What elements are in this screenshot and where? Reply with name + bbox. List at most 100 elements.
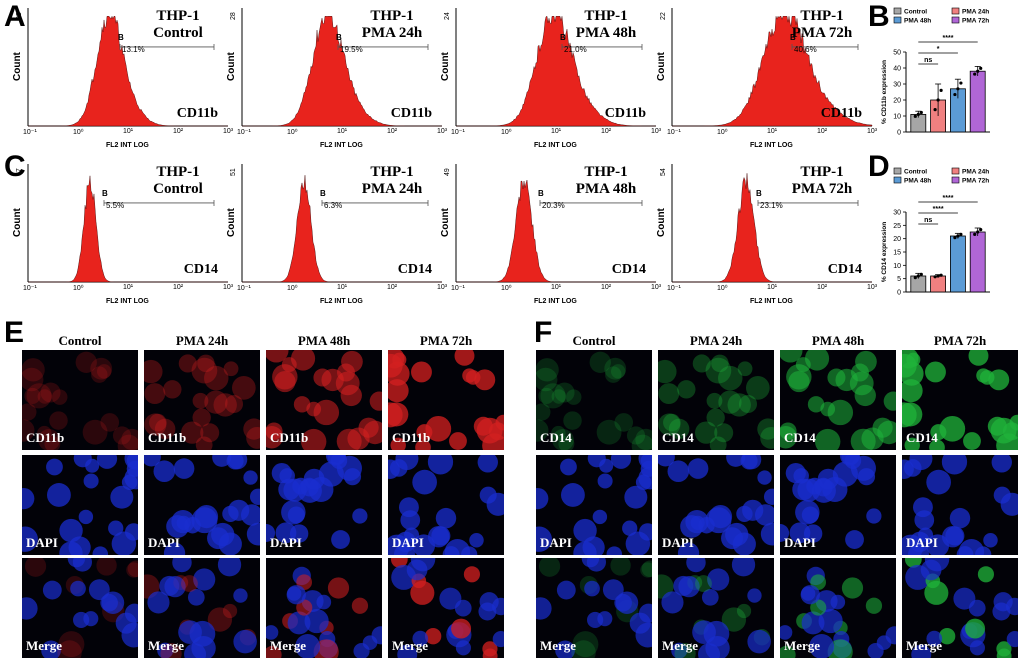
- cell: [586, 558, 607, 572]
- cell: [918, 527, 934, 543]
- micrograph-cells: [658, 354, 774, 450]
- cell: [388, 402, 403, 428]
- column-header: PMA 24h: [175, 333, 229, 348]
- cell: [266, 645, 282, 658]
- cell: [224, 394, 244, 414]
- cell: [157, 642, 174, 658]
- cell: [191, 357, 218, 384]
- column-header: PMA 48h: [297, 333, 351, 348]
- cell: [195, 436, 213, 450]
- micrograph-cells: [536, 351, 652, 450]
- data-point: [939, 88, 943, 92]
- cell: [565, 389, 582, 405]
- cell: [144, 383, 166, 405]
- significance-label: ****: [943, 195, 954, 202]
- cell: [24, 558, 47, 577]
- cell: [991, 455, 1012, 473]
- histogram-plot: [241, 164, 442, 283]
- cell: [144, 413, 167, 436]
- y-tick-label: 15: [893, 250, 901, 257]
- cell: [293, 396, 311, 413]
- x-tick-label: 10⁰: [73, 285, 84, 292]
- channel-label: Merge: [784, 638, 821, 653]
- cell: [626, 426, 646, 445]
- micrograph-cells: [902, 455, 1018, 555]
- x-axis-label: FL2 INT LOG: [106, 142, 149, 149]
- data-point: [973, 232, 977, 236]
- cell: [425, 415, 452, 442]
- cell: [444, 539, 471, 555]
- cell: [313, 399, 340, 426]
- x-axis-label: FL2 INT LOG: [750, 298, 793, 305]
- cell: [147, 591, 170, 614]
- micrograph-tile: CD14: [902, 350, 1018, 450]
- column-header: PMA 24h: [689, 333, 743, 348]
- data-point: [919, 110, 923, 115]
- cell: [872, 417, 893, 438]
- histogram-title-condition: PMA 24h: [361, 181, 423, 197]
- histogram-plot: [671, 8, 873, 127]
- legend-swatch: [893, 176, 902, 184]
- cell: [22, 403, 37, 421]
- y-axis-max: 67: [16, 168, 23, 176]
- histogram-title-cell-line: THP-1: [370, 8, 414, 24]
- x-tick-label: 10³: [437, 128, 448, 135]
- cell: [300, 477, 319, 497]
- x-tick-label: 10³: [437, 284, 448, 291]
- x-tick-label: 10⁰: [717, 285, 728, 292]
- cell: [38, 429, 60, 450]
- x-tick-label: 10²: [601, 128, 612, 135]
- cell: [809, 633, 835, 658]
- micrograph-cells: [536, 455, 652, 555]
- x-axis-label: FL2 INT LOG: [106, 298, 149, 305]
- cell: [57, 640, 82, 658]
- cell: [706, 408, 725, 427]
- cell: [85, 458, 100, 473]
- marker-label: CD14: [611, 262, 646, 277]
- marker-label: CD11b: [604, 106, 646, 121]
- cell: [295, 633, 321, 658]
- histogram-flow_A-2: B 21.0% THP-1 PMA 48h CD11b 24 Count 10⁻¹ 10⁰ 10¹…: [436, 4, 661, 154]
- y-tick-label: 10: [893, 114, 901, 121]
- cell: [953, 587, 976, 610]
- cell: [745, 376, 770, 400]
- channel-label: CD11b: [148, 430, 187, 445]
- cell: [178, 620, 202, 645]
- column-header: Control: [58, 333, 102, 348]
- cell: [883, 391, 896, 411]
- y-axis-max: 51: [230, 168, 237, 176]
- cell: [164, 575, 186, 598]
- cell: [780, 625, 793, 640]
- cell: [121, 428, 138, 450]
- data-point: [953, 236, 957, 240]
- cell: [266, 422, 283, 440]
- y-axis-max: 28: [230, 12, 237, 20]
- histogram-plot: [27, 164, 228, 283]
- cell: [187, 588, 205, 606]
- micrograph-tile: Merge: [536, 558, 652, 658]
- cell: [331, 530, 350, 549]
- cell: [536, 367, 558, 392]
- cell: [217, 558, 242, 577]
- cell: [176, 515, 191, 530]
- x-tick-label: 10⁰: [73, 129, 84, 136]
- cell: [243, 470, 258, 485]
- y-tick-label: 5: [897, 276, 901, 283]
- cell: [353, 642, 370, 658]
- cell: [911, 644, 932, 658]
- micrograph-tile: Merge: [266, 558, 382, 658]
- cell: [606, 546, 623, 555]
- cell: [844, 455, 862, 469]
- x-tick-label: 10¹: [337, 284, 348, 291]
- x-axis-label: FL2 INT LOG: [534, 298, 577, 305]
- cell: [902, 534, 924, 555]
- channel-label: DAPI: [906, 535, 938, 550]
- cell: [990, 417, 1017, 444]
- x-tick-label: 10⁰: [501, 285, 512, 292]
- cell: [388, 353, 403, 378]
- cell: [290, 350, 316, 371]
- cell: [573, 541, 597, 555]
- channel-label: Merge: [148, 638, 185, 653]
- cell: [709, 436, 727, 450]
- cell: [96, 364, 112, 379]
